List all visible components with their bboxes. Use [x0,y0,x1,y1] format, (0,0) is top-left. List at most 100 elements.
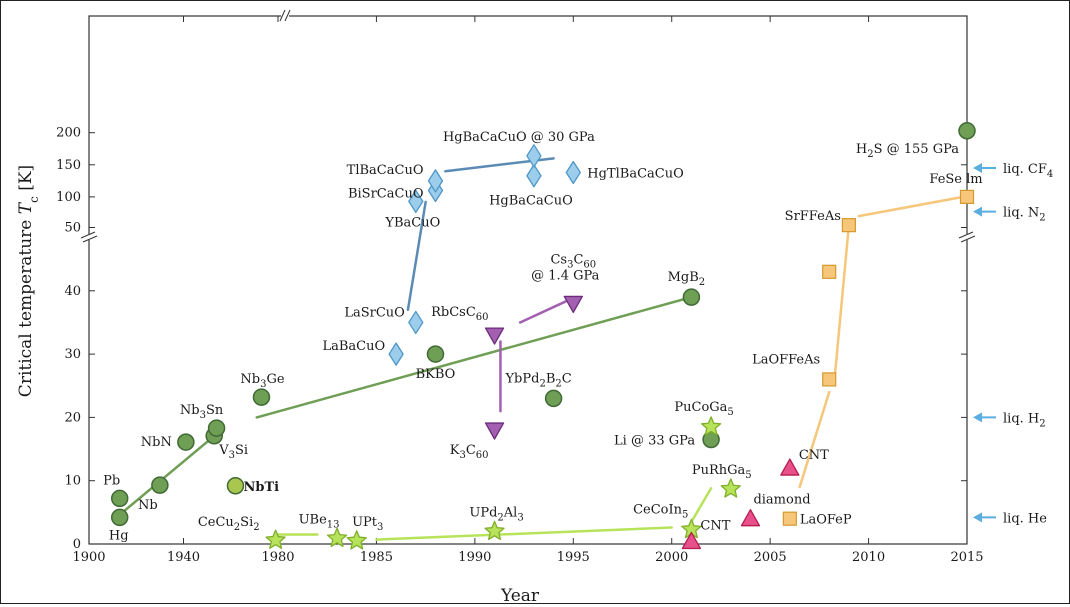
point-label: Cs3C60​ [550,252,596,270]
x-tick-label: 1990 [458,550,491,565]
y-tick-label: 20 [64,410,81,425]
point-label: FeSe lm [929,172,982,187]
point-label: diamond [753,493,810,508]
point-label: SrFFeAs [785,209,841,224]
iron-based-marker [841,218,856,233]
point-label: @ 1.4 GPa [531,268,599,283]
point-label: MgB2​ [668,270,706,288]
conventional-marker [110,489,129,508]
y-tick-label: 10 [64,474,81,489]
x-tick-label: 1940 [167,550,200,565]
heavy-fermion-marker [484,520,505,541]
point-label: NbTi [243,480,279,495]
cuprate-marker [526,164,542,188]
point-label: BKBO [416,367,456,382]
trend-lines [113,157,965,541]
heavy-fermion-marker [326,527,348,548]
x-axis-title: Year [500,586,540,603]
y-axis-break-right [958,231,974,239]
point-label: Li @ 33 GPa [614,434,695,449]
point-label: Nb3Ge [240,372,284,390]
conventional-marker [682,288,701,306]
y-tick-label: 30 [64,347,81,362]
x-axis-break-gap [281,12,289,20]
point-label: liq. He [1003,511,1047,526]
trend-line-conventional [113,428,223,520]
trend-line-cuprate [406,200,427,312]
point-label: H2S @ 155 GPa [856,142,959,160]
point-label: Nb3Sn [180,403,224,421]
point-label: NbN [141,435,172,450]
y-axis-break-left [82,235,98,243]
point-label: liq. N2​ [1003,206,1046,224]
y-tick-label: 50 [64,221,81,236]
cuprate-marker [427,169,444,193]
cuprate-marker [388,342,404,366]
plot-frame [88,15,968,545]
point-label: LaOFFeAs [752,352,820,367]
carbon-marker [780,458,800,476]
point-label: PuCoGa5​ [674,400,733,418]
point-label: HgBaCaCuO [489,194,573,209]
x-tick-label: 2005 [754,550,787,565]
conventional-marker [207,419,226,437]
conventional-marker [544,389,563,408]
trend-line-iron [857,195,965,218]
point-label: YbPd2B2C [504,371,571,389]
point-label: UPt3​ [352,515,383,533]
trend-line-heavy-fermion [375,526,673,541]
point-label: Pb [103,473,120,488]
conventional-marker [110,508,129,527]
conventional-marker [252,388,271,406]
point-label: Nb [138,498,158,513]
y-tick-label: 100 [56,190,81,205]
fulleride-marker [484,327,505,345]
y-axis-break-right-gap [960,234,974,240]
point-label: UBe13​ [299,512,340,530]
point-label: PuRhGa5​ [692,463,752,481]
x-tick-label: 1985 [360,550,393,565]
trend-line-fulleride [518,300,567,324]
point-label: LaOFeP [800,513,852,528]
point-label: V3Si [218,443,248,461]
NbTi-marker [226,477,245,495]
y-tick-label: 40 [64,284,81,299]
carbon-marker [681,531,702,550]
y-axis-break-right [960,235,976,243]
point-label: liq. H2​ [1003,411,1046,429]
point-label: CNT [700,518,730,533]
point-label: K3C60​ [450,443,489,461]
x-tick-label: 2000 [655,550,688,565]
fulleride-marker [563,295,583,314]
point-label: CNT [799,448,829,463]
x-tick-label: 2010 [852,550,885,565]
y-axis-break-left-gap [82,234,96,240]
fulleride-marker [484,422,505,440]
conventional-marker [426,345,445,363]
x-axis-break [284,9,291,22]
heavy-fermion-marker [346,530,367,550]
coolant-arrowhead [973,163,982,174]
x-tick-label: 1900 [72,550,105,565]
conventional-marker [151,476,169,494]
x-axis-break [279,9,286,22]
point-label: HgTlBaCaCuO [587,167,683,182]
point-label: BiSrCaCuO [348,186,424,201]
point-label: Hg [109,528,129,543]
trend-line-heavy-fermion [690,487,713,524]
x-tick-label: 1995 [557,550,590,565]
cuprate-marker [408,310,424,335]
point-label: CeCu2Si2​ [198,515,260,533]
point-label: TlBaCaCuO [347,163,424,178]
cuprate-marker [565,160,581,185]
heavy-fermion-marker [700,416,722,436]
point-label: UPd2Al3​ [469,505,523,523]
iron-based-marker [822,264,837,279]
point-label: LaSrCuO [344,305,404,320]
axes: 0 10 20 30 40 50 100 150 200 1900 1940 1980 1985 1990… [56,9,984,565]
coolant-markers [973,163,996,523]
point-label: YBaCuO [384,215,440,230]
conventional-marker [958,122,976,140]
